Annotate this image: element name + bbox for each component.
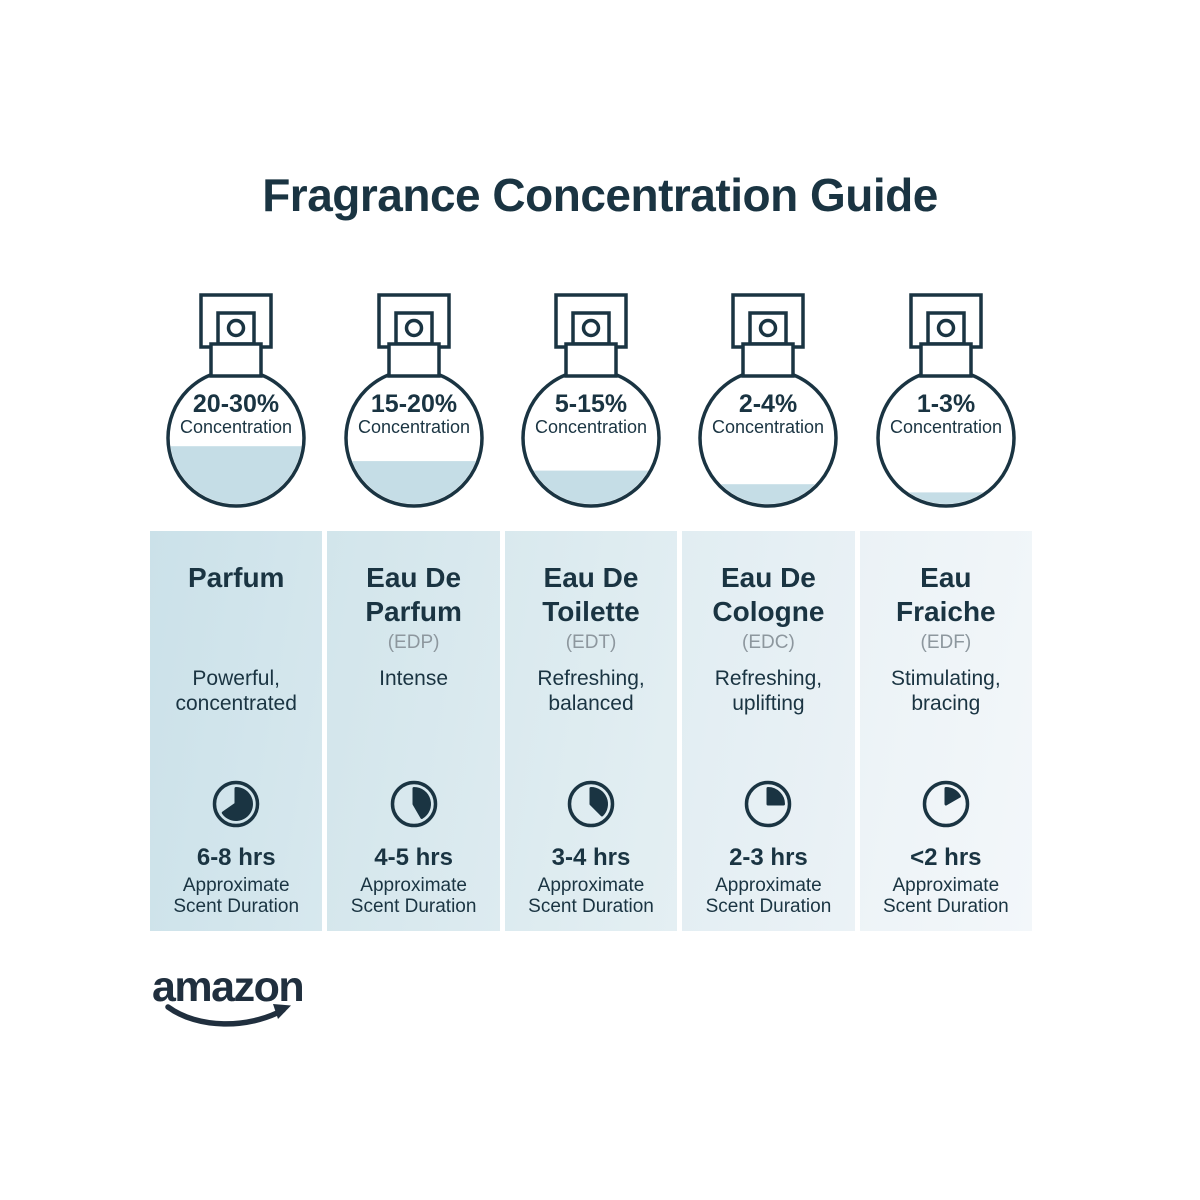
fragrance-abbr: (EDF) [920, 632, 972, 654]
cap-collar [741, 342, 796, 378]
fragrance-name: Eau Fraiche [896, 562, 996, 628]
smile-curve [165, 1004, 286, 1027]
clock-timer-icon [922, 780, 970, 828]
duration-value: 4-5 hrs [374, 844, 453, 871]
fragrance-abbr: (EDP) [387, 632, 440, 654]
fragrance-columns-band: Parfum Powerful, concentrated 6-8 hrs Ap… [150, 531, 1033, 931]
fragrance-column: Eau De Cologne (EDC) Refreshing, uplifti… [682, 531, 855, 931]
perfume-bottle: 1-3% Concentration [860, 292, 1032, 510]
duration-block: 3-4 hrs Approximate Scent Duration [505, 844, 677, 918]
duration-block: 2-3 hrs Approximate Scent Duration [682, 844, 854, 918]
perfume-bottle: 20-30% Concentration [150, 292, 322, 510]
nozzle-icon [759, 318, 778, 338]
duration-label: Approximate Scent Duration [173, 875, 300, 918]
concentration-value: 1-3% [917, 390, 975, 418]
duration-value: <2 hrs [910, 844, 982, 871]
concentration-value: 20-30% [193, 390, 279, 418]
cap-inner [393, 311, 434, 346]
perfume-bottle-graphic: 20-30% Concentration [166, 293, 306, 508]
duration-label: Approximate Scent Duration [528, 875, 654, 918]
clock-wedge [412, 787, 431, 819]
cap-inner [926, 311, 966, 346]
duration-label: Approximate Scent Duration [350, 875, 477, 918]
duration-label: Approximate Scent Duration [882, 875, 1009, 918]
fragrance-name: Eau De Parfum [365, 562, 462, 628]
clock-wedge [944, 787, 961, 806]
liquid-fill [879, 492, 1012, 504]
fragrance-description: Intense [379, 667, 449, 690]
clock-timer-icon [745, 780, 792, 828]
fragrance-column: Parfum Powerful, concentrated 6-8 hrs Ap… [150, 531, 323, 931]
fragrance-column: Eau De Toilette (EDT) Refreshing, balanc… [504, 531, 678, 931]
amazon-logo: amazon [152, 963, 352, 1033]
duration-block: 4-5 hrs Approximate Scent Duration [327, 844, 499, 918]
bottle-body [700, 370, 837, 506]
fragrance-column: Eau Fraiche (EDF) Stimulating, bracing <… [859, 531, 1033, 931]
clock-ring [922, 780, 970, 828]
fragrance-description: Stimulating, bracing [890, 667, 1001, 715]
amazon-wordmark: amazon [152, 963, 305, 1011]
cap-collar [564, 342, 618, 378]
smile-arrowhead [273, 1004, 291, 1019]
concentration-label: Concentration [712, 417, 824, 437]
cap-inner [571, 311, 611, 346]
clock-wedge [766, 787, 786, 806]
cap-collar [209, 342, 263, 378]
fragrance-name: Eau De Cologne [712, 562, 825, 628]
perfume-bottle: 5-15% Concentration [505, 292, 677, 510]
concentration-value: 15-20% [371, 390, 457, 418]
clock-ring [567, 780, 615, 828]
concentration-value: 2-4% [739, 390, 797, 418]
concentration-label: Concentration [180, 417, 292, 437]
nozzle-icon [404, 318, 423, 338]
fragrance-name: Eau De Toilette [542, 562, 640, 628]
clock-timer-icon [212, 780, 260, 828]
duration-block: 6-8 hrs Approximate Scent Duration [150, 844, 322, 918]
concentration-value: 5-15% [555, 390, 627, 418]
fragrance-description: Refreshing, balanced [537, 667, 645, 715]
nozzle-icon [936, 318, 956, 338]
fragrance-description: Refreshing, uplifting [714, 667, 823, 715]
perfume-bottle-graphic: 15-20% Concentration [343, 293, 484, 508]
duration-label: Approximate Scent Duration [705, 875, 832, 918]
cap-inner [748, 311, 789, 346]
duration-block: <2 hrs Approximate Scent Duration [860, 844, 1032, 918]
fragrance-name: Parfum [187, 562, 285, 593]
bottle-body [877, 370, 1014, 506]
fragrance-description: Powerful, concentrated [175, 667, 297, 715]
amazon-smile-icon [165, 1004, 291, 1027]
bottles-row: 20-30% Concentration 15-20% Concentratio… [150, 292, 1032, 510]
clock-wedge [222, 787, 254, 821]
duration-value: 3-4 hrs [551, 844, 631, 871]
duration-value: 6-8 hrs [196, 844, 276, 871]
nozzle-icon [226, 318, 246, 338]
concentration-label: Concentration [535, 417, 647, 437]
cap-inner [216, 311, 256, 346]
cap-collar [386, 342, 441, 378]
fragrance-abbr: (EDT) [565, 632, 617, 654]
clock-timer-icon [390, 780, 437, 828]
page-title: Fragrance Concentration Guide [262, 169, 938, 221]
clock-timer-icon [567, 780, 615, 828]
perfume-bottle: 2-4% Concentration [682, 292, 854, 510]
liquid-fill [170, 446, 303, 504]
clock-wedge [589, 787, 609, 817]
duration-value: 2-3 hrs [729, 844, 808, 871]
concentration-label: Concentration [358, 417, 470, 437]
perfume-bottle-graphic: 5-15% Concentration [521, 293, 661, 508]
perfume-bottle: 15-20% Concentration [327, 292, 499, 510]
clock-ring [390, 780, 437, 828]
fragrance-column: Eau De Parfum (EDP) Intense 4-5 hrs Appr… [327, 531, 500, 931]
concentration-label: Concentration [890, 417, 1002, 437]
fragrance-abbr: (EDC) [742, 632, 795, 654]
clock-ring [212, 780, 260, 828]
nozzle-icon [581, 318, 601, 338]
cap-collar [919, 342, 973, 378]
perfume-bottle-graphic: 2-4% Concentration [698, 293, 839, 508]
clock-ring [745, 780, 792, 828]
perfume-bottle-graphic: 1-3% Concentration [876, 293, 1016, 508]
